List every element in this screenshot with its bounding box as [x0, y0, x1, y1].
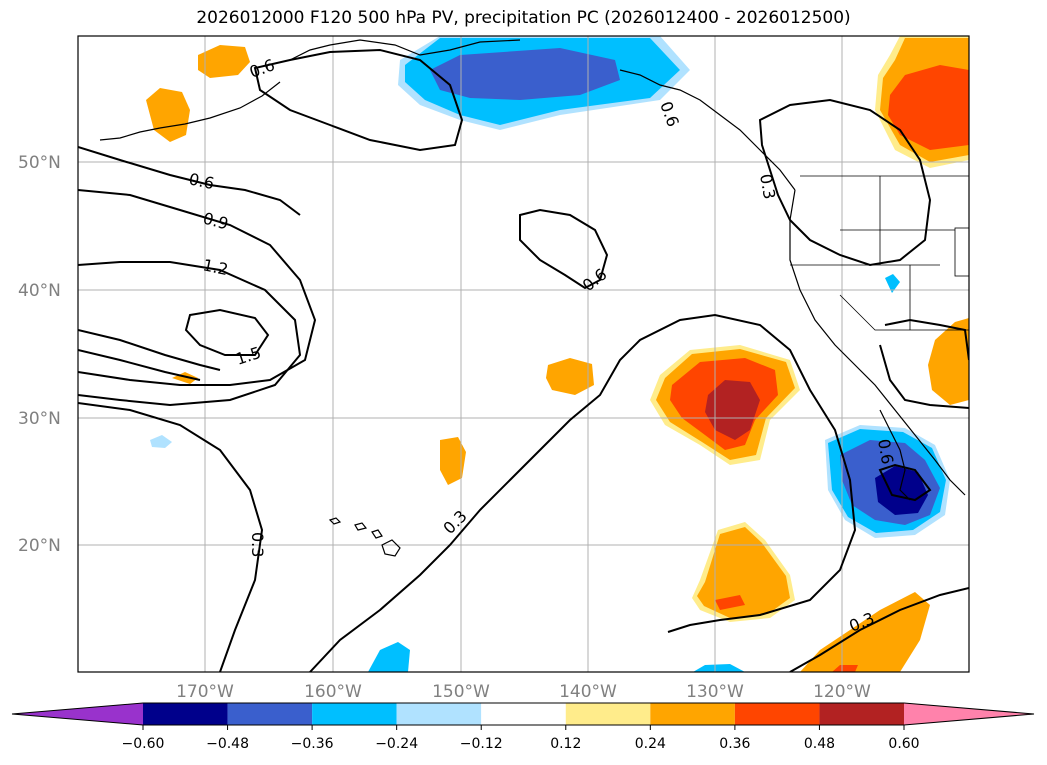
precip-shading	[146, 36, 969, 672]
precip-blob-small-4	[440, 437, 466, 485]
contour-label: 0.3	[756, 172, 779, 200]
lon-label: 120°W	[813, 682, 871, 702]
pv-contours	[78, 48, 969, 672]
colorbar-segment	[481, 703, 566, 725]
colorbar-extend-high	[904, 703, 1034, 725]
contour-label: 0.6	[874, 437, 897, 465]
colorbar-segment	[565, 703, 651, 725]
colorbar-tick-label: 0.12	[550, 736, 581, 752]
precip-blob-baja-negative	[825, 425, 950, 538]
precip-blob-small-neg-4	[885, 274, 900, 293]
contour-0.3-west	[78, 402, 264, 672]
colorbar-tick-label: 0.36	[719, 736, 750, 752]
lon-label: 150°W	[432, 682, 490, 702]
longitude-labels: 170°W 160°W 150°W 140°W 130°W 120°W	[176, 682, 871, 702]
contour-1.2	[78, 261, 302, 407]
colorbar-tick-label: −0.12	[460, 736, 503, 752]
contour-0.9-inner	[78, 349, 201, 381]
contour-1.2-inner	[78, 329, 221, 371]
precip-blob-small-neg-3	[693, 664, 745, 672]
colorbar-segment	[312, 703, 397, 725]
contour-1.5	[184, 308, 270, 356]
precip-blob-small-neg-2	[150, 435, 172, 448]
coastlines	[99, 39, 966, 557]
precip-blob-small-neg-1	[368, 642, 410, 672]
precip-blob-central-positive	[650, 345, 800, 465]
contour-0.6-north	[253, 48, 464, 152]
colorbar-tick-label: −0.60	[122, 736, 165, 752]
contour-0.6-baja	[884, 318, 969, 361]
contour-0.9	[78, 189, 317, 386]
contour-0.6-baja-2	[879, 344, 969, 409]
precip-blob-gulf-alaska-negative	[398, 36, 690, 130]
colorbar-segment	[143, 703, 228, 725]
colorbar: −0.60 −0.48 −0.36 −0.24 −0.12 0.12 0.24 0.36 0.4…	[11, 702, 1035, 752]
colorbar-tick-label: 0.24	[635, 736, 666, 752]
contour-0.3-main	[309, 313, 857, 672]
gridlines	[78, 36, 969, 672]
precip-blob-small-1	[198, 45, 250, 78]
colorbar-tick-label: 0.48	[804, 736, 835, 752]
contour-0.3-south	[789, 587, 969, 672]
lon-label: 160°W	[304, 682, 362, 702]
precip-blob-california	[928, 318, 969, 405]
contour-label: 1.2	[201, 255, 230, 279]
plot-frame	[77, 35, 970, 673]
lon-label: 170°W	[176, 682, 234, 702]
precip-blob-pnw-positive	[875, 36, 969, 168]
colorbar-tick-label: −0.36	[291, 736, 334, 752]
colorbar-segment	[734, 703, 820, 725]
colorbar-segment	[819, 703, 904, 725]
lat-label: 30°N	[18, 409, 61, 429]
precip-blob-small-3	[546, 358, 594, 395]
colorbar-tick-label: 0.60	[888, 736, 919, 752]
colorbar-tick-label: −0.24	[375, 736, 418, 752]
lat-label: 50°N	[18, 153, 61, 173]
contour-0.6-mid	[519, 208, 609, 290]
lat-label: 20°N	[18, 536, 61, 556]
contour-0.3-alaska	[758, 98, 932, 267]
latitude-labels: 50°N 40°N 30°N 20°N	[18, 153, 61, 556]
colorbar-tick-label: −0.48	[206, 736, 249, 752]
colorbar-segment	[650, 703, 735, 725]
contour-0.6-west	[78, 146, 301, 216]
contour-label: 0.6	[187, 169, 216, 193]
contour-label: 0.3	[248, 532, 267, 557]
colorbar-segment	[396, 703, 482, 725]
lon-label: 130°W	[686, 682, 744, 702]
colorbar-segment	[227, 703, 313, 725]
lon-label: 140°W	[559, 682, 617, 702]
lat-label: 40°N	[18, 281, 61, 301]
precip-blob-southern-positive	[692, 522, 795, 622]
contour-0.9-baja	[878, 463, 932, 502]
plot-background	[78, 36, 969, 672]
colorbar-extend-low	[12, 703, 143, 725]
map-title: 2026012000 F120 500 hPa PV, precipitatio…	[196, 8, 851, 28]
